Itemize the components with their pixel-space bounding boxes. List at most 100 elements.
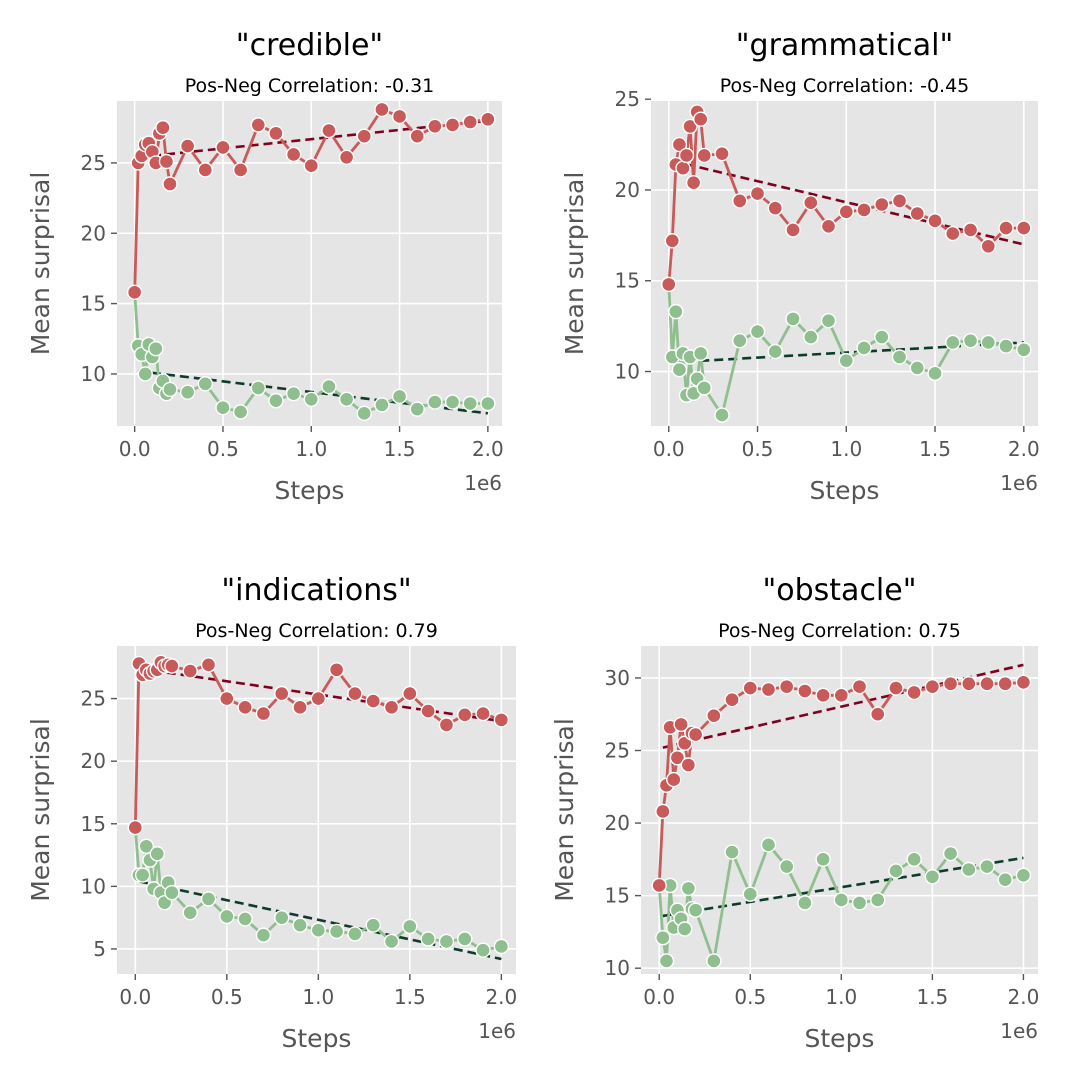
- neg-point: [356, 405, 372, 422]
- pos-point: [888, 680, 904, 696]
- neg-point: [962, 332, 979, 349]
- neg-point: [891, 349, 908, 365]
- subplot-title: "obstacle": [762, 573, 916, 608]
- pos-point: [785, 222, 801, 238]
- neg-point: [391, 388, 408, 405]
- neg-point: [457, 931, 473, 947]
- neg-point: [906, 851, 922, 868]
- neg-point: [677, 921, 693, 937]
- y-tick-label: 20: [615, 178, 640, 202]
- neg-point: [321, 378, 337, 395]
- neg-point: [383, 933, 400, 950]
- neg-point: [1016, 342, 1032, 358]
- pos-point: [661, 276, 677, 293]
- pos-point: [678, 147, 695, 164]
- neg-point: [427, 394, 443, 410]
- pos-point: [444, 117, 461, 133]
- neg-point: [148, 340, 164, 357]
- pos-point: [851, 678, 868, 695]
- neg-point: [179, 384, 196, 400]
- neg-point: [706, 953, 722, 969]
- neg-point: [374, 397, 390, 413]
- neg-point: [292, 917, 308, 933]
- pos-point: [909, 205, 925, 222]
- neg-point: [285, 385, 302, 402]
- pos-point: [127, 819, 144, 836]
- x-tick-label: 0.5: [211, 985, 243, 1009]
- pos-point: [457, 707, 473, 723]
- neg-point: [874, 329, 890, 345]
- neg-point: [493, 938, 510, 955]
- pos-point: [961, 676, 977, 692]
- subplot-3: 0.0 0.5 1.0 1.5 2.0 5 10 15 20 25 "indications" Pos…: [26, 573, 517, 1053]
- pos-point: [997, 676, 1013, 692]
- neg-point: [803, 329, 819, 345]
- pos-point: [838, 204, 854, 220]
- neg-point: [420, 931, 436, 947]
- neg-point: [219, 908, 235, 925]
- pos-point: [475, 705, 491, 722]
- pos-point: [356, 128, 372, 144]
- subplot-subtitle: Pos-Neg Correlation: -0.31: [185, 75, 435, 97]
- neg-point: [655, 930, 671, 946]
- x-tick-label: 0.5: [742, 437, 774, 461]
- pos-point: [803, 194, 819, 211]
- pos-point: [338, 149, 355, 165]
- neg-point: [714, 407, 730, 423]
- neg-point: [232, 404, 249, 420]
- pos-point: [687, 726, 704, 743]
- neg-point: [475, 942, 491, 958]
- pos-point: [1015, 674, 1032, 690]
- pos-point: [664, 233, 681, 249]
- pos-point: [651, 877, 667, 894]
- y-tick-label: 15: [615, 269, 640, 293]
- subplot-4: 0.0 0.5 1.0 1.5 2.0 10 15 20 25 30 "obstacle" Pos-N…: [550, 573, 1039, 1053]
- pos-point: [328, 662, 345, 678]
- pos-point: [347, 685, 363, 702]
- neg-trend-line: [672, 341, 1024, 364]
- y-tick-label: 25: [81, 687, 106, 711]
- pos-point: [666, 771, 682, 788]
- neg-point: [760, 837, 777, 853]
- neg-point: [785, 311, 801, 327]
- pos-point: [420, 703, 436, 719]
- neg-point: [749, 323, 766, 340]
- neg-point: [778, 858, 795, 875]
- neg-point: [979, 858, 995, 875]
- pos-trend-line: [138, 119, 489, 159]
- y-tick-label: 25: [605, 738, 630, 762]
- pos-point: [962, 222, 979, 238]
- pos-point: [927, 213, 943, 229]
- pos-point: [391, 108, 408, 125]
- pos-point: [820, 218, 837, 234]
- subplot-2: 0.0 0.5 1.0 1.5 2.0 10 15 20 25 "grammatical" Pos-…: [560, 28, 1040, 505]
- pos-point: [365, 693, 381, 709]
- pos-point: [685, 175, 702, 191]
- y-tick-label: 10: [81, 362, 106, 386]
- neg-point: [137, 366, 153, 382]
- neg-point: [838, 352, 854, 369]
- pos-point: [669, 750, 686, 766]
- subplot-title: "credible": [236, 28, 383, 63]
- x-tick-label: 2.0: [1008, 437, 1040, 461]
- subplot-title: "grammatical": [736, 28, 954, 63]
- neg-point: [303, 391, 319, 407]
- y-tick-label: 10: [615, 360, 640, 384]
- neg-point: [980, 334, 996, 351]
- pos-point: [675, 160, 691, 176]
- pos-point: [237, 699, 253, 716]
- pos-point: [906, 684, 922, 701]
- neg-point: [732, 332, 748, 349]
- neg-point: [365, 917, 381, 933]
- neg-point: [961, 861, 977, 878]
- x-offset-label: 1e6: [478, 1019, 516, 1043]
- pos-point: [126, 284, 143, 301]
- pos-point: [778, 678, 795, 695]
- pos-point: [696, 147, 712, 164]
- x-tick-label: 0.0: [119, 985, 151, 1009]
- neg-point: [680, 880, 697, 897]
- y-tick-label: 25: [615, 87, 640, 111]
- neg-point: [997, 871, 1013, 888]
- neg-point: [164, 884, 180, 901]
